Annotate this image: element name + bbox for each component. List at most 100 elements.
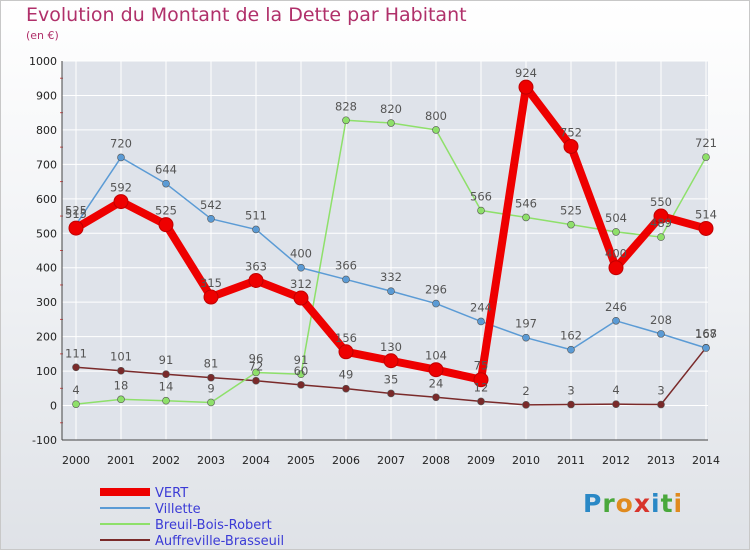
data-point <box>162 396 170 405</box>
y-tick-label: 600 <box>36 193 57 206</box>
data-point <box>72 363 80 372</box>
data-point <box>657 400 665 409</box>
data-label: 592 <box>110 181 132 195</box>
data-point <box>297 381 305 389</box>
x-tick-label: 2010 <box>512 454 540 467</box>
data-point <box>342 116 350 125</box>
data-point <box>113 194 129 210</box>
data-point <box>297 370 305 378</box>
data-label: 91 <box>294 353 309 367</box>
data-point <box>203 289 219 305</box>
data-label: 2 <box>522 384 529 398</box>
data-point <box>162 179 170 188</box>
data-point <box>477 206 485 215</box>
data-label: 752 <box>560 125 582 139</box>
y-tick-label: 700 <box>36 158 57 171</box>
data-point <box>567 345 575 354</box>
data-point <box>522 333 530 342</box>
data-label: 515 <box>65 207 87 221</box>
data-label: 101 <box>110 350 132 364</box>
data-label: 81 <box>204 357 219 371</box>
x-tick-label: 2014 <box>692 454 720 467</box>
y-tick-label: 0 <box>50 400 57 413</box>
y-tick-label: 300 <box>36 296 57 309</box>
data-label: 400 <box>290 247 312 261</box>
data-point <box>522 401 530 409</box>
chart-subtitle: (en €) <box>26 29 59 42</box>
data-point <box>702 153 710 161</box>
data-point <box>117 395 125 404</box>
data-label: 332 <box>380 270 402 284</box>
data-label: 162 <box>560 329 582 343</box>
data-point <box>162 370 170 378</box>
data-label: 566 <box>470 190 492 204</box>
data-label: 168 <box>695 327 717 341</box>
data-label: 820 <box>380 102 402 116</box>
data-label: 14 <box>159 380 174 394</box>
data-label: 4 <box>612 383 619 397</box>
data-label: 504 <box>605 211 627 225</box>
y-tick-label: 200 <box>36 331 57 344</box>
data-point <box>612 228 620 236</box>
data-point <box>428 362 444 378</box>
x-tick-label: 2006 <box>332 454 360 467</box>
data-point <box>338 344 354 360</box>
data-label: 72 <box>249 360 264 374</box>
data-label: 312 <box>290 277 312 291</box>
data-label: 546 <box>515 196 537 210</box>
y-tick-label: -100 <box>32 434 57 447</box>
logo-letter: r <box>602 489 616 518</box>
data-label: 720 <box>110 136 132 150</box>
data-label: 3 <box>657 384 664 398</box>
data-label: 3 <box>567 384 574 398</box>
data-point <box>657 330 665 338</box>
data-label: 9 <box>207 381 214 395</box>
logo-letter: x <box>633 489 651 518</box>
data-point <box>657 233 665 241</box>
legend-swatch <box>100 539 150 541</box>
legend-swatch <box>100 523 150 525</box>
x-tick-label: 2013 <box>647 454 675 467</box>
data-point <box>207 398 215 407</box>
data-label: 96 <box>249 351 264 365</box>
data-label: 4 <box>72 383 79 397</box>
data-label: 315 <box>200 276 222 290</box>
data-label: 104 <box>425 349 447 363</box>
data-label: 91 <box>159 353 174 367</box>
data-point <box>432 299 440 308</box>
data-label: 18 <box>114 378 129 392</box>
data-point <box>612 316 620 325</box>
data-label: 542 <box>200 198 222 212</box>
x-tick-label: 2009 <box>467 454 495 467</box>
y-tick-label: 900 <box>36 89 57 102</box>
data-point <box>383 353 399 369</box>
data-point <box>72 400 80 408</box>
y-tick-label: 400 <box>36 262 57 275</box>
data-point <box>522 213 530 222</box>
data-label: 550 <box>650 195 672 209</box>
x-tick-label: 2008 <box>422 454 450 467</box>
x-tick-label: 2011 <box>557 454 585 467</box>
data-point <box>563 138 579 154</box>
logo-letter: o <box>615 489 634 518</box>
logo-letter: i <box>651 489 661 518</box>
data-point <box>342 275 350 284</box>
legend-label: Breuil-Bois-Robert <box>155 518 272 533</box>
x-tick-label: 2005 <box>287 454 315 467</box>
data-point <box>158 217 174 233</box>
data-point <box>68 220 84 236</box>
x-tick-label: 2002 <box>152 454 180 467</box>
data-point <box>207 215 215 223</box>
data-label: 489 <box>650 216 672 230</box>
data-label: 363 <box>245 259 267 273</box>
y-tick-label: 800 <box>36 124 57 137</box>
data-label: 366 <box>335 258 357 272</box>
data-point <box>432 393 440 402</box>
logo-letter: t <box>660 489 674 518</box>
data-label: 296 <box>425 283 447 297</box>
data-label: 721 <box>695 136 717 150</box>
legend-label: Auffreville-Brasseuil <box>155 534 284 549</box>
data-label: 49 <box>339 368 354 382</box>
data-point <box>248 272 264 288</box>
